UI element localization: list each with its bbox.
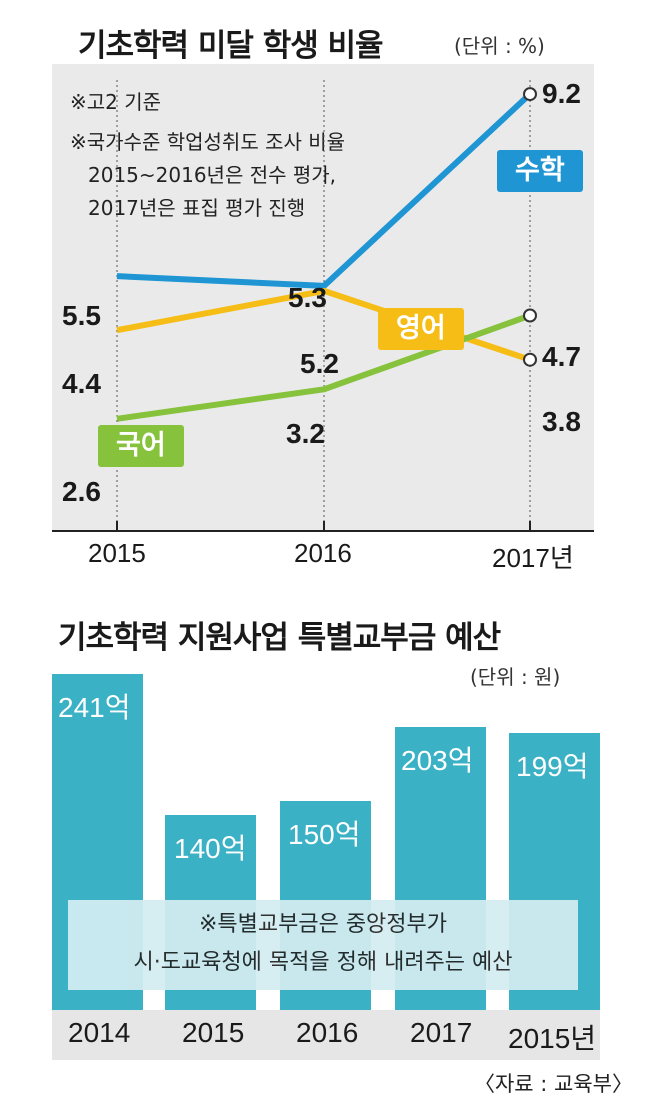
label-math-2017: 9.2: [542, 78, 581, 109]
budget-note: ※특별교부금은 중앙정부가 시·도교육청에 목적을 정해 내려주는 예산: [68, 900, 578, 990]
label-math-2016: 5.3: [288, 282, 327, 313]
bar-x-label-2015년: 2015년: [508, 1023, 597, 1054]
label-korean-2015: 2.6: [62, 476, 101, 507]
budget-note-line-2: 시·도교육청에 목적을 정해 내려주는 예산: [133, 950, 513, 975]
bar-value-label-2014: 241억: [58, 692, 131, 723]
bar-chart-title: 기초학력 지원사업 특별교부금 예산: [58, 620, 501, 656]
label-korean-2017: 4.7: [542, 341, 581, 372]
line-chart-unit: (단위 : %): [454, 34, 545, 58]
label-english-2016: 5.2: [300, 348, 339, 379]
endpoint-marker-korean: [523, 308, 537, 323]
bar-axis-band: [52, 1010, 600, 1060]
source-credit: 〈자료 : 교육부〉: [473, 1072, 633, 1096]
note-sample-eval: 2017년은 표집 평가 진행: [88, 196, 306, 220]
line-chart-title: 기초학력 미달 학생 비율: [78, 28, 384, 64]
label-korean-2016: 3.2: [286, 418, 325, 449]
series-tag-korean: 국어: [98, 425, 184, 467]
x-label-2017: 2017년: [492, 543, 574, 573]
x-label-2015: 2015: [88, 538, 146, 568]
note-survey: ※국가수준 학업성취도 조사 비율: [70, 130, 346, 154]
bar-x-label-2016: 2016: [296, 1017, 359, 1048]
bar-value-label-2015년: 199억: [516, 751, 589, 782]
bar-x-label-2015: 2015: [182, 1017, 245, 1048]
series-tag-english: 영어: [378, 308, 464, 350]
x-label-2016: 2016: [294, 538, 352, 568]
bar-value-label-2017: 203억: [401, 745, 474, 776]
label-english-2015: 4.4: [62, 368, 101, 399]
note-full-eval: 2015~2016년은 전수 평가,: [88, 163, 337, 187]
series-tag-math: 수학: [497, 150, 583, 192]
budget-note-line-1: ※특별교부금은 중앙정부가: [198, 912, 448, 937]
label-english-2017: 3.8: [542, 406, 581, 437]
bar-x-label-2017: 2017: [410, 1017, 473, 1048]
endpoint-marker-english: [523, 352, 537, 367]
series-line-math: [116, 91, 533, 289]
note-grade: ※고2 기준: [70, 90, 162, 114]
bar-value-label-2016: 150억: [288, 819, 361, 850]
endpoint-marker-math: [523, 87, 537, 102]
bar-chart-unit: (단위 : 원): [470, 665, 561, 689]
bar-value-label-2015: 140억: [174, 833, 247, 864]
bar-x-label-2014: 2014: [68, 1017, 131, 1048]
label-math-2015: 5.5: [62, 300, 101, 331]
